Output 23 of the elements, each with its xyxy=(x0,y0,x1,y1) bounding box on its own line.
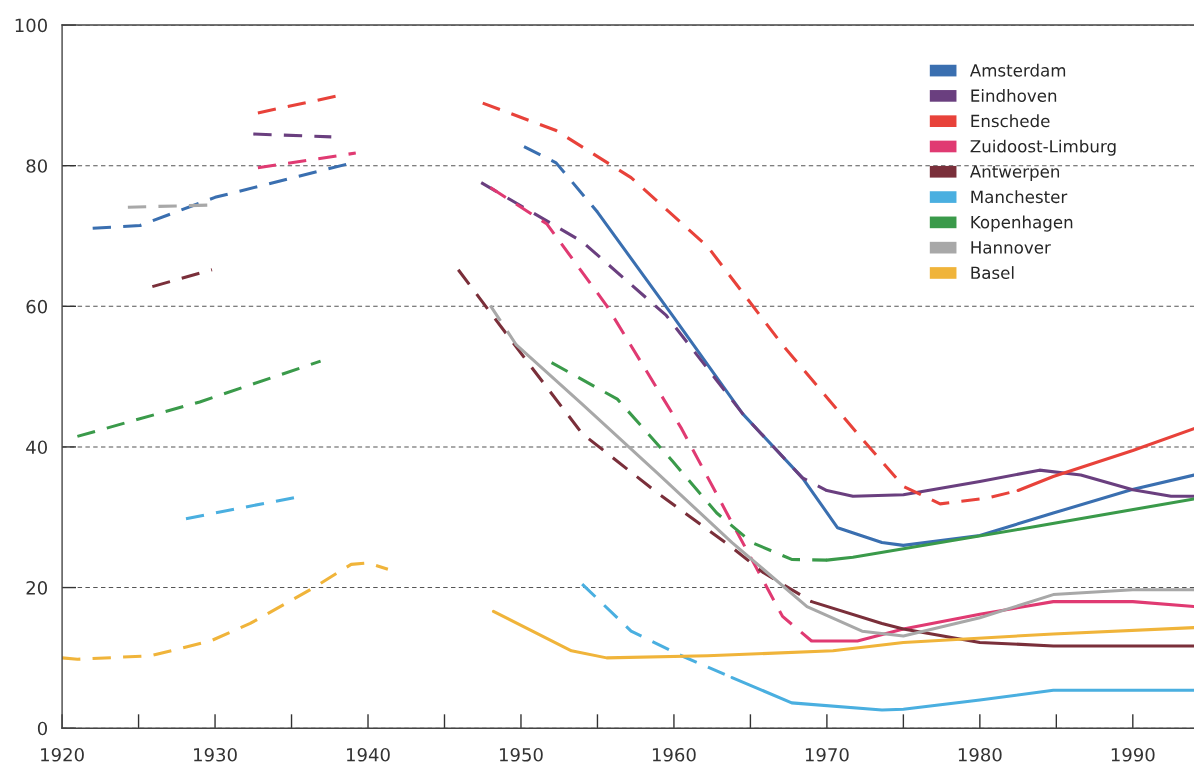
legend-label: Enschede xyxy=(971,114,1050,128)
legend-label: Antwerpen xyxy=(969,165,1060,182)
y-tick-label: 0 xyxy=(37,721,47,736)
y-tick-label: 40 xyxy=(26,440,47,455)
y-tick-label: 20 xyxy=(26,581,47,595)
x-tick-label: 1960 xyxy=(652,747,696,762)
x-tick-label: 1950 xyxy=(499,747,543,762)
x-tick-label: 1970 xyxy=(805,747,849,762)
x-tick-label: 1990 xyxy=(1111,747,1155,762)
y-tick-label: 100 xyxy=(15,18,47,33)
y-tick-label: 80 xyxy=(26,159,47,173)
legend-label: Zuidoost-Limburg xyxy=(970,139,1116,156)
y-tick-label: 60 xyxy=(26,299,47,314)
legend-label: Amsterdam xyxy=(969,63,1066,77)
x-tick-label: 1980 xyxy=(958,747,1002,762)
legend-label: Eindhoven xyxy=(971,89,1057,102)
legend-label: Kopenhagen xyxy=(971,215,1073,232)
legend-label: Manchester xyxy=(971,190,1068,204)
x-tick-label: 1920 xyxy=(41,747,84,762)
legend-label: Hannover xyxy=(971,241,1051,254)
legend-label: Basel xyxy=(971,266,1014,280)
x-tick-label: 1940 xyxy=(347,747,390,762)
x-tick-label: 1930 xyxy=(194,747,237,762)
